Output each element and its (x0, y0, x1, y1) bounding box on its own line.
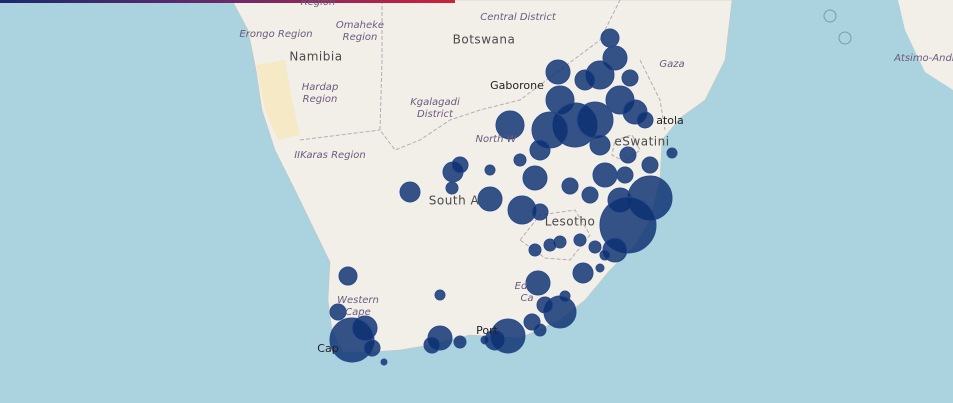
bubble (588, 240, 602, 254)
place-label: Atsimo-Andr (893, 53, 953, 64)
bubble (581, 186, 599, 204)
place-label: Ca (520, 293, 533, 304)
place-label: Omaheke (336, 20, 384, 31)
bubble (531, 203, 549, 221)
bubble (545, 59, 571, 85)
place-label: Kgalagadi (410, 97, 460, 108)
marker-outline (823, 9, 837, 23)
bubble (329, 303, 347, 321)
bubble (561, 177, 579, 195)
bubble (636, 111, 654, 129)
place-label: IIKaras Region (294, 150, 366, 161)
bubble (453, 335, 467, 349)
labels: Region Central District Erongo Region Omahe… (239, 0, 953, 355)
bubble (338, 266, 358, 286)
place-label: Region (343, 32, 378, 43)
place-label: Gaborone (490, 79, 544, 92)
place-label: Region (303, 94, 338, 105)
place-label: Erongo Region (239, 29, 312, 40)
bubbles (329, 28, 678, 366)
place-label: South A (429, 194, 480, 208)
place-label: Gaza (659, 59, 684, 70)
place-label: Hardap (302, 82, 339, 93)
bubble (536, 296, 554, 314)
bubble (600, 28, 620, 48)
bubble (574, 69, 596, 91)
land (898, 0, 953, 90)
bubble (451, 156, 469, 174)
bubble (576, 101, 614, 139)
bubble (641, 156, 659, 174)
place-label: Central District (480, 12, 557, 23)
bubble (621, 69, 639, 87)
bubble (380, 358, 388, 366)
place-label: Cap (317, 342, 338, 355)
bubble (595, 263, 605, 273)
bubble (477, 186, 503, 212)
bubble (399, 181, 421, 203)
top-bar (0, 0, 455, 3)
place-label: District (417, 109, 454, 120)
bubble (329, 317, 375, 363)
bubble (480, 335, 490, 345)
bubble (666, 147, 678, 159)
desert (256, 60, 300, 140)
bubble (619, 146, 637, 164)
bubble (573, 233, 587, 247)
place-label: eSwatini (614, 135, 669, 149)
place-label: atola (656, 114, 684, 127)
place-label: Region (301, 0, 336, 8)
bubble (592, 162, 618, 188)
place-label: Western (337, 295, 379, 306)
bubble (522, 165, 548, 191)
bubble (495, 110, 525, 140)
place-label: Cape (345, 307, 371, 318)
bubble (434, 289, 446, 301)
bubble (513, 153, 527, 167)
place-label: Botswana (453, 33, 516, 47)
place-label: Ed (515, 281, 528, 292)
place-label: Port (476, 324, 498, 337)
bubble (599, 249, 611, 261)
bubble (572, 262, 594, 284)
bubble (533, 323, 547, 337)
place-label: North W (475, 134, 517, 145)
bubble (445, 181, 459, 195)
place-label: Lesotho (545, 215, 596, 229)
bubble (589, 134, 611, 156)
marker-outline (838, 31, 852, 45)
bubble (529, 139, 551, 161)
place-label: Namibia (289, 50, 342, 64)
bubble (528, 243, 542, 257)
bubble (525, 270, 551, 296)
bubble (423, 336, 441, 354)
bubble (484, 164, 496, 176)
bubble (543, 238, 557, 252)
bubble (363, 339, 381, 357)
bubble (616, 166, 634, 184)
